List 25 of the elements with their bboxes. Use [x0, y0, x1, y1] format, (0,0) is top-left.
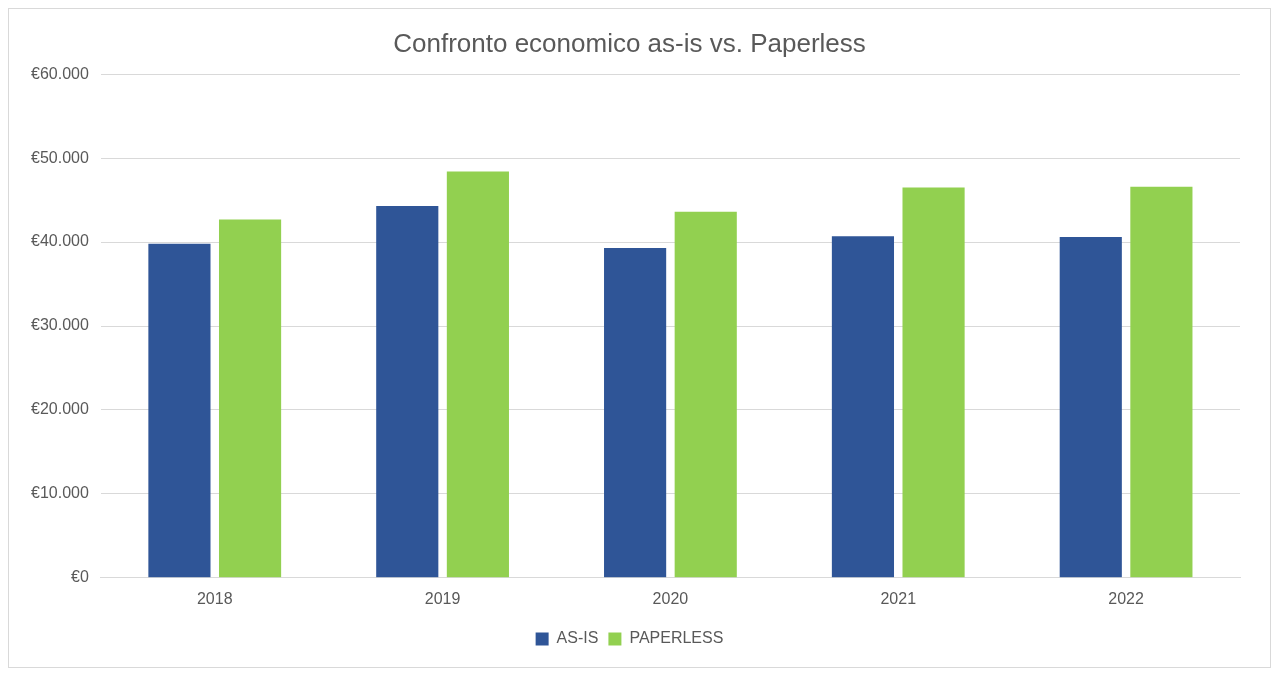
bar	[674, 211, 737, 578]
bar	[1059, 237, 1122, 578]
bar	[831, 236, 895, 578]
y-tick-label: €40.000	[30, 232, 89, 250]
bar	[446, 171, 509, 578]
legend-label: AS-IS	[556, 629, 599, 647]
y-tick-label: €10.000	[30, 484, 89, 502]
bar	[218, 219, 282, 578]
legend-label: PAPERLESS	[629, 629, 724, 647]
bar	[902, 187, 965, 578]
y-tick-label: €0	[71, 568, 89, 586]
y-tick-label: €60.000	[30, 64, 89, 82]
y-tick-label: €50.000	[30, 148, 89, 166]
bar	[1130, 186, 1193, 578]
y-tick-label: €30.000	[30, 316, 89, 334]
x-tick-label: 2019	[424, 589, 461, 607]
bar	[604, 247, 667, 578]
x-tick-label: 2021	[880, 589, 917, 607]
y-tick-label: €20.000	[30, 400, 89, 418]
chart-title: Confronto economico as-is vs. Paperless	[393, 27, 866, 58]
x-tick-label: 2018	[196, 589, 233, 607]
bar	[148, 243, 211, 578]
bar	[376, 205, 439, 578]
x-tick-label: 2020	[652, 589, 689, 607]
x-tick-label: 2022	[1108, 589, 1144, 607]
